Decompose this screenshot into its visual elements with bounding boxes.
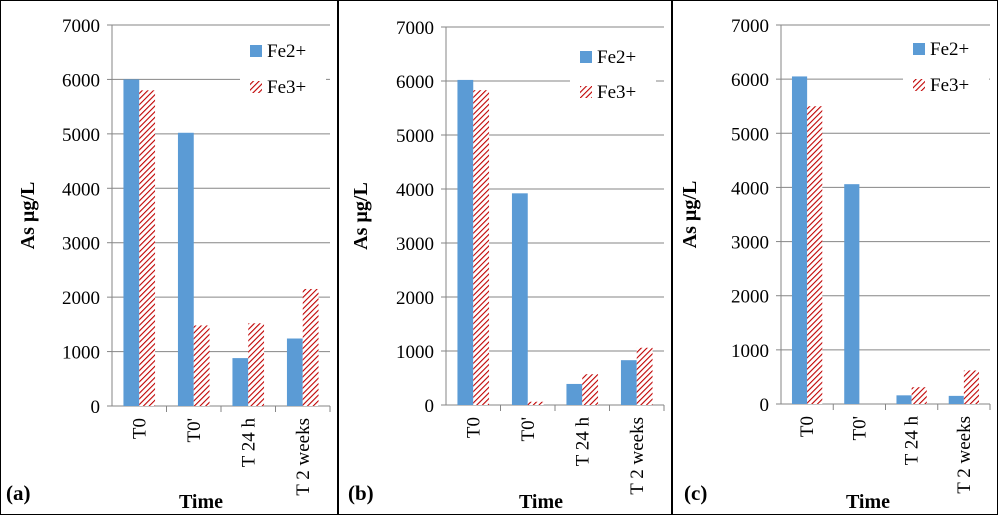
y-tick-label: 0 [425, 396, 435, 417]
y-tick-label: 6000 [62, 70, 100, 91]
bar-fe3 [302, 288, 319, 406]
bar-fe3 [473, 90, 490, 406]
x-tick-label: T0' [184, 418, 205, 443]
y-tick-label: 0 [760, 395, 770, 416]
legend-swatch-fe3 [250, 81, 262, 93]
x-tick-label: T 24 h [902, 416, 923, 466]
legend-swatch-fe3 [913, 79, 925, 91]
x-tick-label: T0 [129, 418, 150, 439]
y-tick-label: 7000 [731, 16, 769, 37]
bar-fe2 [844, 184, 860, 404]
y-tick-label: 2000 [731, 287, 769, 308]
panel-label: (c) [684, 481, 707, 505]
y-tick-label: 5000 [62, 125, 100, 146]
bar-fe2 [620, 360, 637, 405]
panel-label: (b) [348, 481, 374, 505]
bar-fe3 [963, 370, 980, 404]
legend-label-fe3: Fe3+ [930, 75, 969, 96]
y-tick-label: 7000 [62, 16, 100, 37]
y-tick-label: 3000 [396, 234, 434, 255]
bar-fe2 [286, 338, 303, 406]
x-tick-label: T0 [463, 417, 484, 438]
y-tick-label: 4000 [731, 178, 769, 199]
x-tick-label: T 24 h [238, 418, 259, 468]
bar-fe3 [911, 387, 927, 404]
y-tick-label: 2000 [62, 288, 100, 309]
legend: Fe2+ Fe3+ [570, 42, 656, 103]
legend-label-fe2: Fe2+ [597, 47, 636, 68]
y-tick-label: 6000 [731, 70, 769, 91]
y-tick-label: 4000 [396, 180, 434, 201]
x-tick-label: T 24 h [572, 417, 593, 467]
x-tick-label: T0' [518, 417, 539, 442]
legend-label-fe2: Fe2+ [267, 41, 306, 62]
legend-swatch-fe2 [913, 43, 925, 55]
bar-fe3 [582, 374, 599, 405]
bar-fe3 [636, 347, 653, 405]
bar-fe2 [232, 358, 249, 406]
bar-fe3 [807, 106, 823, 404]
y-tick-label: 5000 [731, 124, 769, 145]
bar-fe3 [527, 401, 544, 405]
y-axis-label: As µg/L [350, 182, 372, 250]
x-axis-label: Time [179, 491, 223, 513]
chart-panel-b: 0 1000 2000 3000 4000 5000 6000 7000 T0 T0' T 24 h… [338, 0, 672, 515]
y-axis-label: As µg/L [17, 182, 39, 250]
legend-label-fe3: Fe3+ [597, 82, 636, 103]
chart-panel-c: 0 1000 2000 3000 4000 5000 6000 7000 T0 T0' T 24 h… [672, 0, 998, 515]
legend-swatch-fe3 [580, 86, 592, 98]
x-tick-label: T 2 weeks [627, 417, 648, 495]
bar-fe3 [139, 90, 156, 407]
x-tick-label: T 2 weeks [954, 416, 975, 494]
bar-fe2 [896, 395, 912, 404]
chart-svg-b: 0 1000 2000 3000 4000 5000 6000 7000 T0 T0' T 24 h… [338, 0, 672, 515]
legend-swatch-fe2 [250, 45, 262, 57]
y-tick-label: 1000 [62, 343, 100, 364]
legend-label-fe3: Fe3+ [267, 77, 306, 98]
y-tick-label: 7000 [396, 18, 434, 39]
bar-fe2 [177, 132, 194, 407]
legend-swatch-fe2 [580, 51, 592, 63]
x-tick-label: T0' [849, 416, 870, 441]
chart-svg-c: 0 1000 2000 3000 4000 5000 6000 7000 T0 T0' T 24 h… [672, 0, 998, 515]
x-tick-label: T 2 weeks [293, 418, 314, 496]
y-tick-label: 1000 [731, 341, 769, 362]
legend-label-fe2: Fe2+ [930, 39, 969, 60]
bar-fe2 [948, 395, 964, 404]
panel-label: (a) [6, 481, 31, 505]
x-tick-label: T0 [797, 416, 818, 437]
chart-panel-a: 0 1000 2000 3000 4000 5000 6000 7000 T0 T0' T 24 h… [0, 0, 338, 515]
bar-fe2 [457, 79, 474, 406]
y-tick-label: 5000 [396, 126, 434, 147]
y-tick-label: 4000 [62, 179, 100, 200]
bar-fe2 [791, 76, 808, 404]
legend: Fe2+ Fe3+ [903, 34, 989, 96]
y-tick-label: 3000 [62, 234, 100, 255]
legend: Fe2+ Fe3+ [240, 36, 326, 98]
bar-fe2 [123, 79, 140, 406]
x-axis-label: Time [519, 491, 563, 513]
bar-fe3 [193, 325, 210, 406]
y-tick-label: 3000 [731, 233, 769, 254]
bar-fe3 [248, 323, 265, 406]
y-tick-label: 1000 [396, 342, 434, 363]
y-tick-label: 6000 [396, 72, 434, 93]
y-tick-label: 2000 [396, 288, 434, 309]
y-axis-label: As µg/L [679, 181, 701, 249]
x-axis-label: Time [846, 491, 890, 513]
bar-fe2 [511, 193, 528, 405]
chart-svg-a: 0 1000 2000 3000 4000 5000 6000 7000 T0 T0' T 24 h… [0, 0, 338, 515]
y-tick-label: 0 [91, 397, 101, 418]
bar-fe2 [566, 383, 583, 405]
